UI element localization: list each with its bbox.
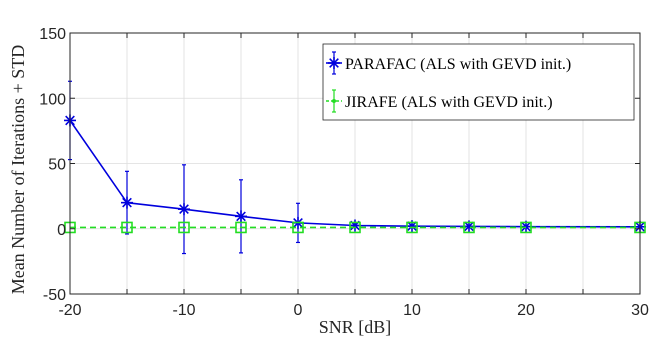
y-tick-label: 0 <box>57 222 66 239</box>
data-point <box>178 203 190 216</box>
data-point <box>349 221 361 234</box>
data-point <box>178 221 190 234</box>
y-tick-label: 50 <box>48 157 66 174</box>
y-tick-label: 100 <box>39 91 66 108</box>
legend-entry-jirafe: JIRAFE (ALS with GEVD init.) <box>326 89 553 113</box>
y-tick-label: 150 <box>39 26 66 43</box>
legend: PARAFAC (ALS with GEVD init.) JIRAFE (AL… <box>322 43 635 121</box>
series-line <box>69 119 641 228</box>
legend-marker <box>328 57 340 69</box>
tick-labels: -20 -10 0 10 20 30 -50 0 50 100 150 <box>39 26 649 319</box>
data-point <box>121 221 133 234</box>
y-tick-label: -50 <box>43 287 66 304</box>
ticks <box>69 32 641 295</box>
x-tick-label: -20 <box>58 302 81 319</box>
legend-symbol-parafac <box>326 51 342 75</box>
data-point <box>406 221 418 234</box>
y-axis-label: Mean Number of Iterations + STD <box>8 45 28 295</box>
x-tick-label: 0 <box>294 302 303 319</box>
data-point <box>235 210 247 223</box>
x-tick-label: 30 <box>631 302 649 319</box>
legend-marker <box>332 99 336 103</box>
legend-box <box>322 43 635 121</box>
data-point <box>520 221 532 234</box>
x-tick-label: 20 <box>517 302 535 319</box>
legend-label-parafac: PARAFAC (ALS with GEVD init.) <box>345 56 571 73</box>
legend-entry-parafac: PARAFAC (ALS with GEVD init.) <box>326 51 571 75</box>
legend-label-jirafe: JIRAFE (ALS with GEVD init.) <box>345 94 553 111</box>
x-axis-label: SNR [dB] <box>319 317 392 337</box>
data-point <box>463 221 475 234</box>
x-tick-label: -10 <box>172 302 195 319</box>
data-point <box>121 196 133 209</box>
x-tick-label: 10 <box>403 302 421 319</box>
legend-symbol-jirafe <box>326 89 342 113</box>
data-point <box>235 221 247 234</box>
data-point <box>292 221 304 234</box>
